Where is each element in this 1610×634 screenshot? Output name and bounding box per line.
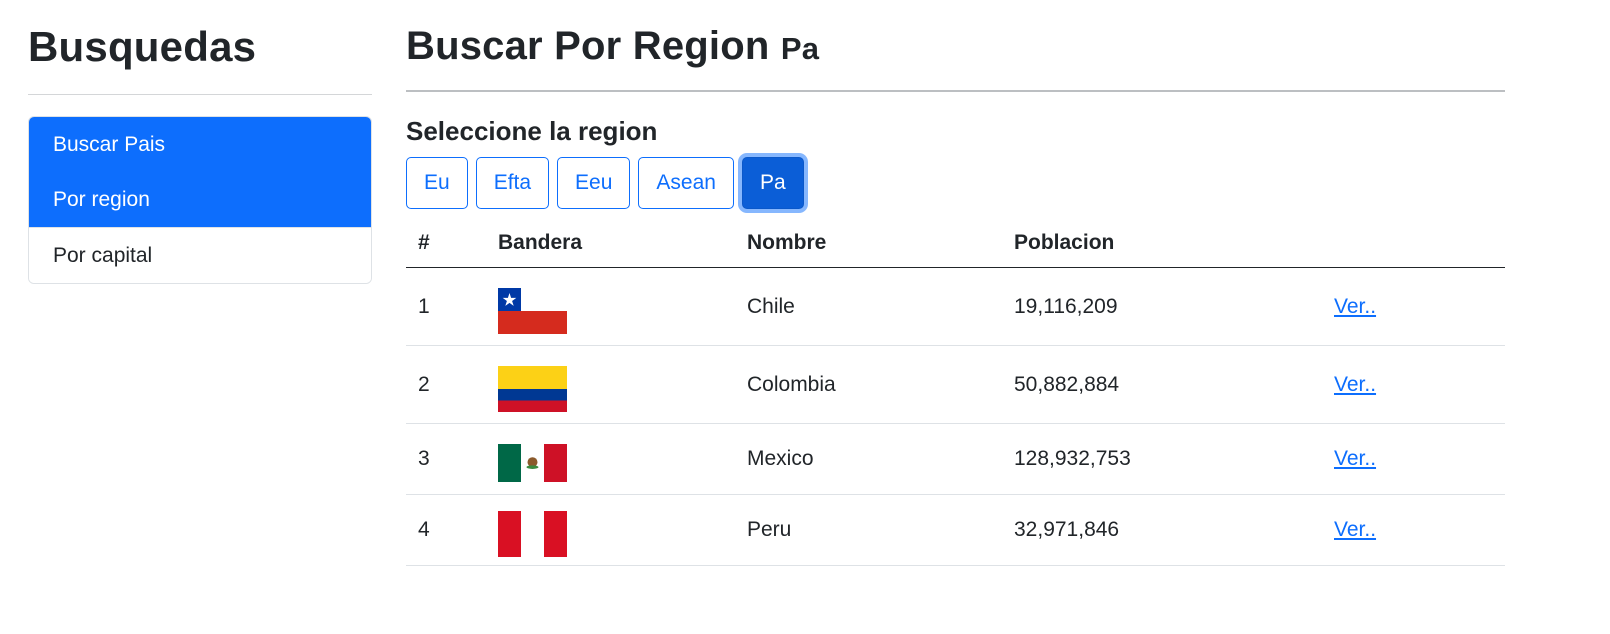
row-name: Colombia [735,345,1002,425]
sidebar-item-buscar-pais[interactable]: Buscar Pais [29,117,371,173]
region-button-group: Eu Efta Eeu Asean Pa [406,157,1505,210]
table-row: 3 Mexico 128,932,753 Ver.. [406,423,1505,496]
table-header-row: # Bandera Nombre Poblacion [406,219,1505,269]
flag-cell [486,494,735,567]
flag-cell [486,267,735,347]
row-index: 4 [406,494,486,567]
row-population: 128,932,753 [1002,423,1322,496]
peru-flag-icon [498,511,567,558]
sidebar-divider [28,94,372,96]
row-action: Ver.. [1322,423,1505,496]
sidebar: Busquedas Buscar Pais Por region Por cap… [28,22,372,285]
row-name: Chile [735,267,1002,347]
region-button-pa[interactable]: Pa [741,157,804,210]
row-index: 2 [406,345,486,425]
sidebar-menu: Buscar Pais Por region Por capital [28,116,372,285]
main-divider [406,90,1505,92]
header-flag: Bandera [486,219,735,269]
sidebar-title: Busquedas [28,23,257,70]
ver-link[interactable]: Ver.. [1334,518,1377,542]
ver-link[interactable]: Ver.. [1334,447,1377,471]
row-population: 32,971,846 [1002,494,1322,567]
row-action: Ver.. [1322,267,1505,347]
table-row: 1 Chile 19,116,209 Ver.. [406,267,1505,347]
row-population: 50,882,884 [1002,345,1322,425]
region-button-eeu[interactable]: Eeu [557,157,631,210]
region-button-asean[interactable]: Asean [638,157,734,210]
sidebar-item-por-region[interactable]: Por region [29,172,371,228]
row-population: 19,116,209 [1002,267,1322,347]
sidebar-item-por-capital[interactable]: Por capital [29,227,371,284]
page-title-text: Buscar Por Region [406,24,770,68]
row-index: 3 [406,423,486,496]
region-button-eu[interactable]: Eu [406,157,468,210]
chile-flag-icon [498,287,567,334]
header-name: Nombre [735,219,1002,269]
region-button-efta[interactable]: Efta [475,157,550,210]
page-subtitle: Pa [780,31,820,66]
main-content: Buscar Por Region Pa Seleccione la regio… [406,22,1505,567]
row-index: 1 [406,267,486,347]
table-row: 2 Colombia 50,882,884 Ver.. [406,345,1505,425]
page-title: Buscar Por Region Pa [406,22,1505,70]
row-name: Mexico [735,423,1002,496]
header-index: # [406,219,486,269]
table-row: 4 Peru 32,971,846 Ver.. [406,494,1505,567]
colombia-flag-icon [498,365,567,412]
row-action: Ver.. [1322,345,1505,425]
countries-table: # Bandera Nombre Poblacion 1 Chile [406,219,1505,567]
row-name: Peru [735,494,1002,567]
ver-link[interactable]: Ver.. [1334,294,1377,318]
header-action [1322,219,1505,269]
section-title: Seleccione la region [406,116,658,146]
mexico-flag-icon [498,444,567,483]
row-action: Ver.. [1322,494,1505,567]
flag-cell [486,345,735,425]
flag-cell [486,423,735,496]
ver-link[interactable]: Ver.. [1334,372,1377,396]
header-population: Poblacion [1002,219,1322,269]
